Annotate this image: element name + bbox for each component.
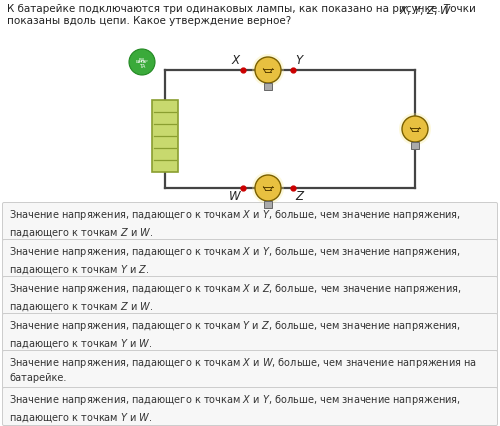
- Text: К батарейке подключаются три одинаковых лампы, как показано на рисунке. Точки: К батарейке подключаются три одинаковых …: [7, 4, 479, 14]
- FancyBboxPatch shape: [2, 388, 498, 426]
- Text: $\mathit{X}$: $\mathit{X}$: [230, 55, 241, 67]
- Text: Значение напряжения, падающего к точкам $\mathit{X}$ и $\mathit{Y}$, больше, чем: Значение напряжения, падающего к точкам …: [9, 208, 461, 239]
- Text: $\mathit{W}$: $\mathit{W}$: [228, 190, 242, 204]
- Circle shape: [255, 57, 281, 83]
- FancyBboxPatch shape: [264, 201, 272, 208]
- FancyBboxPatch shape: [2, 314, 498, 351]
- FancyBboxPatch shape: [264, 83, 272, 90]
- FancyBboxPatch shape: [411, 142, 419, 149]
- Circle shape: [402, 116, 428, 142]
- Text: Значение напряжения, падающего к точкам $\mathit{Y}$ и $\mathit{Z}$, больше, чем: Значение напряжения, падающего к точкам …: [9, 319, 461, 350]
- FancyBboxPatch shape: [2, 276, 498, 314]
- Circle shape: [399, 113, 431, 145]
- FancyBboxPatch shape: [2, 202, 498, 241]
- Circle shape: [255, 175, 281, 201]
- Circle shape: [252, 54, 284, 86]
- Text: $\mathit{Z}$: $\mathit{Z}$: [294, 190, 306, 204]
- Text: Значение напряжения, падающего к точкам $\mathit{X}$ и $\mathit{Y}$, больше, чем: Значение напряжения, падающего к точкам …: [9, 393, 461, 424]
- Text: БА: БА: [138, 58, 145, 63]
- Circle shape: [252, 172, 284, 204]
- Text: $\mathit{Y}$: $\mathit{Y}$: [295, 55, 305, 67]
- Circle shape: [129, 49, 155, 75]
- FancyBboxPatch shape: [152, 100, 178, 172]
- FancyBboxPatch shape: [2, 239, 498, 277]
- Text: БАТАР: БАТАР: [136, 60, 148, 64]
- Text: Значение напряжения, падающего к точкам $\mathit{X}$ и $\mathit{W}$, больше, чем: Значение напряжения, падающего к точкам …: [9, 356, 477, 383]
- Text: показаны вдоль цепи. Какое утверждение верное?: показаны вдоль цепи. Какое утверждение в…: [7, 16, 291, 26]
- Text: ТА: ТА: [139, 63, 145, 69]
- Text: $\mathit{X}$, $\mathit{Y}$, $\mathit{Z}$, $\mathit{W}$: $\mathit{X}$, $\mathit{Y}$, $\mathit{Z}$…: [399, 4, 452, 17]
- Text: Значение напряжения, падающего к точкам $\mathit{X}$ и $\mathit{Z}$, больше, чем: Значение напряжения, падающего к точкам …: [9, 282, 462, 313]
- Text: Значение напряжения, падающего к точкам $\mathit{X}$ и $\mathit{Y}$, больше, чем: Значение напряжения, падающего к точкам …: [9, 245, 461, 276]
- FancyBboxPatch shape: [2, 351, 498, 389]
